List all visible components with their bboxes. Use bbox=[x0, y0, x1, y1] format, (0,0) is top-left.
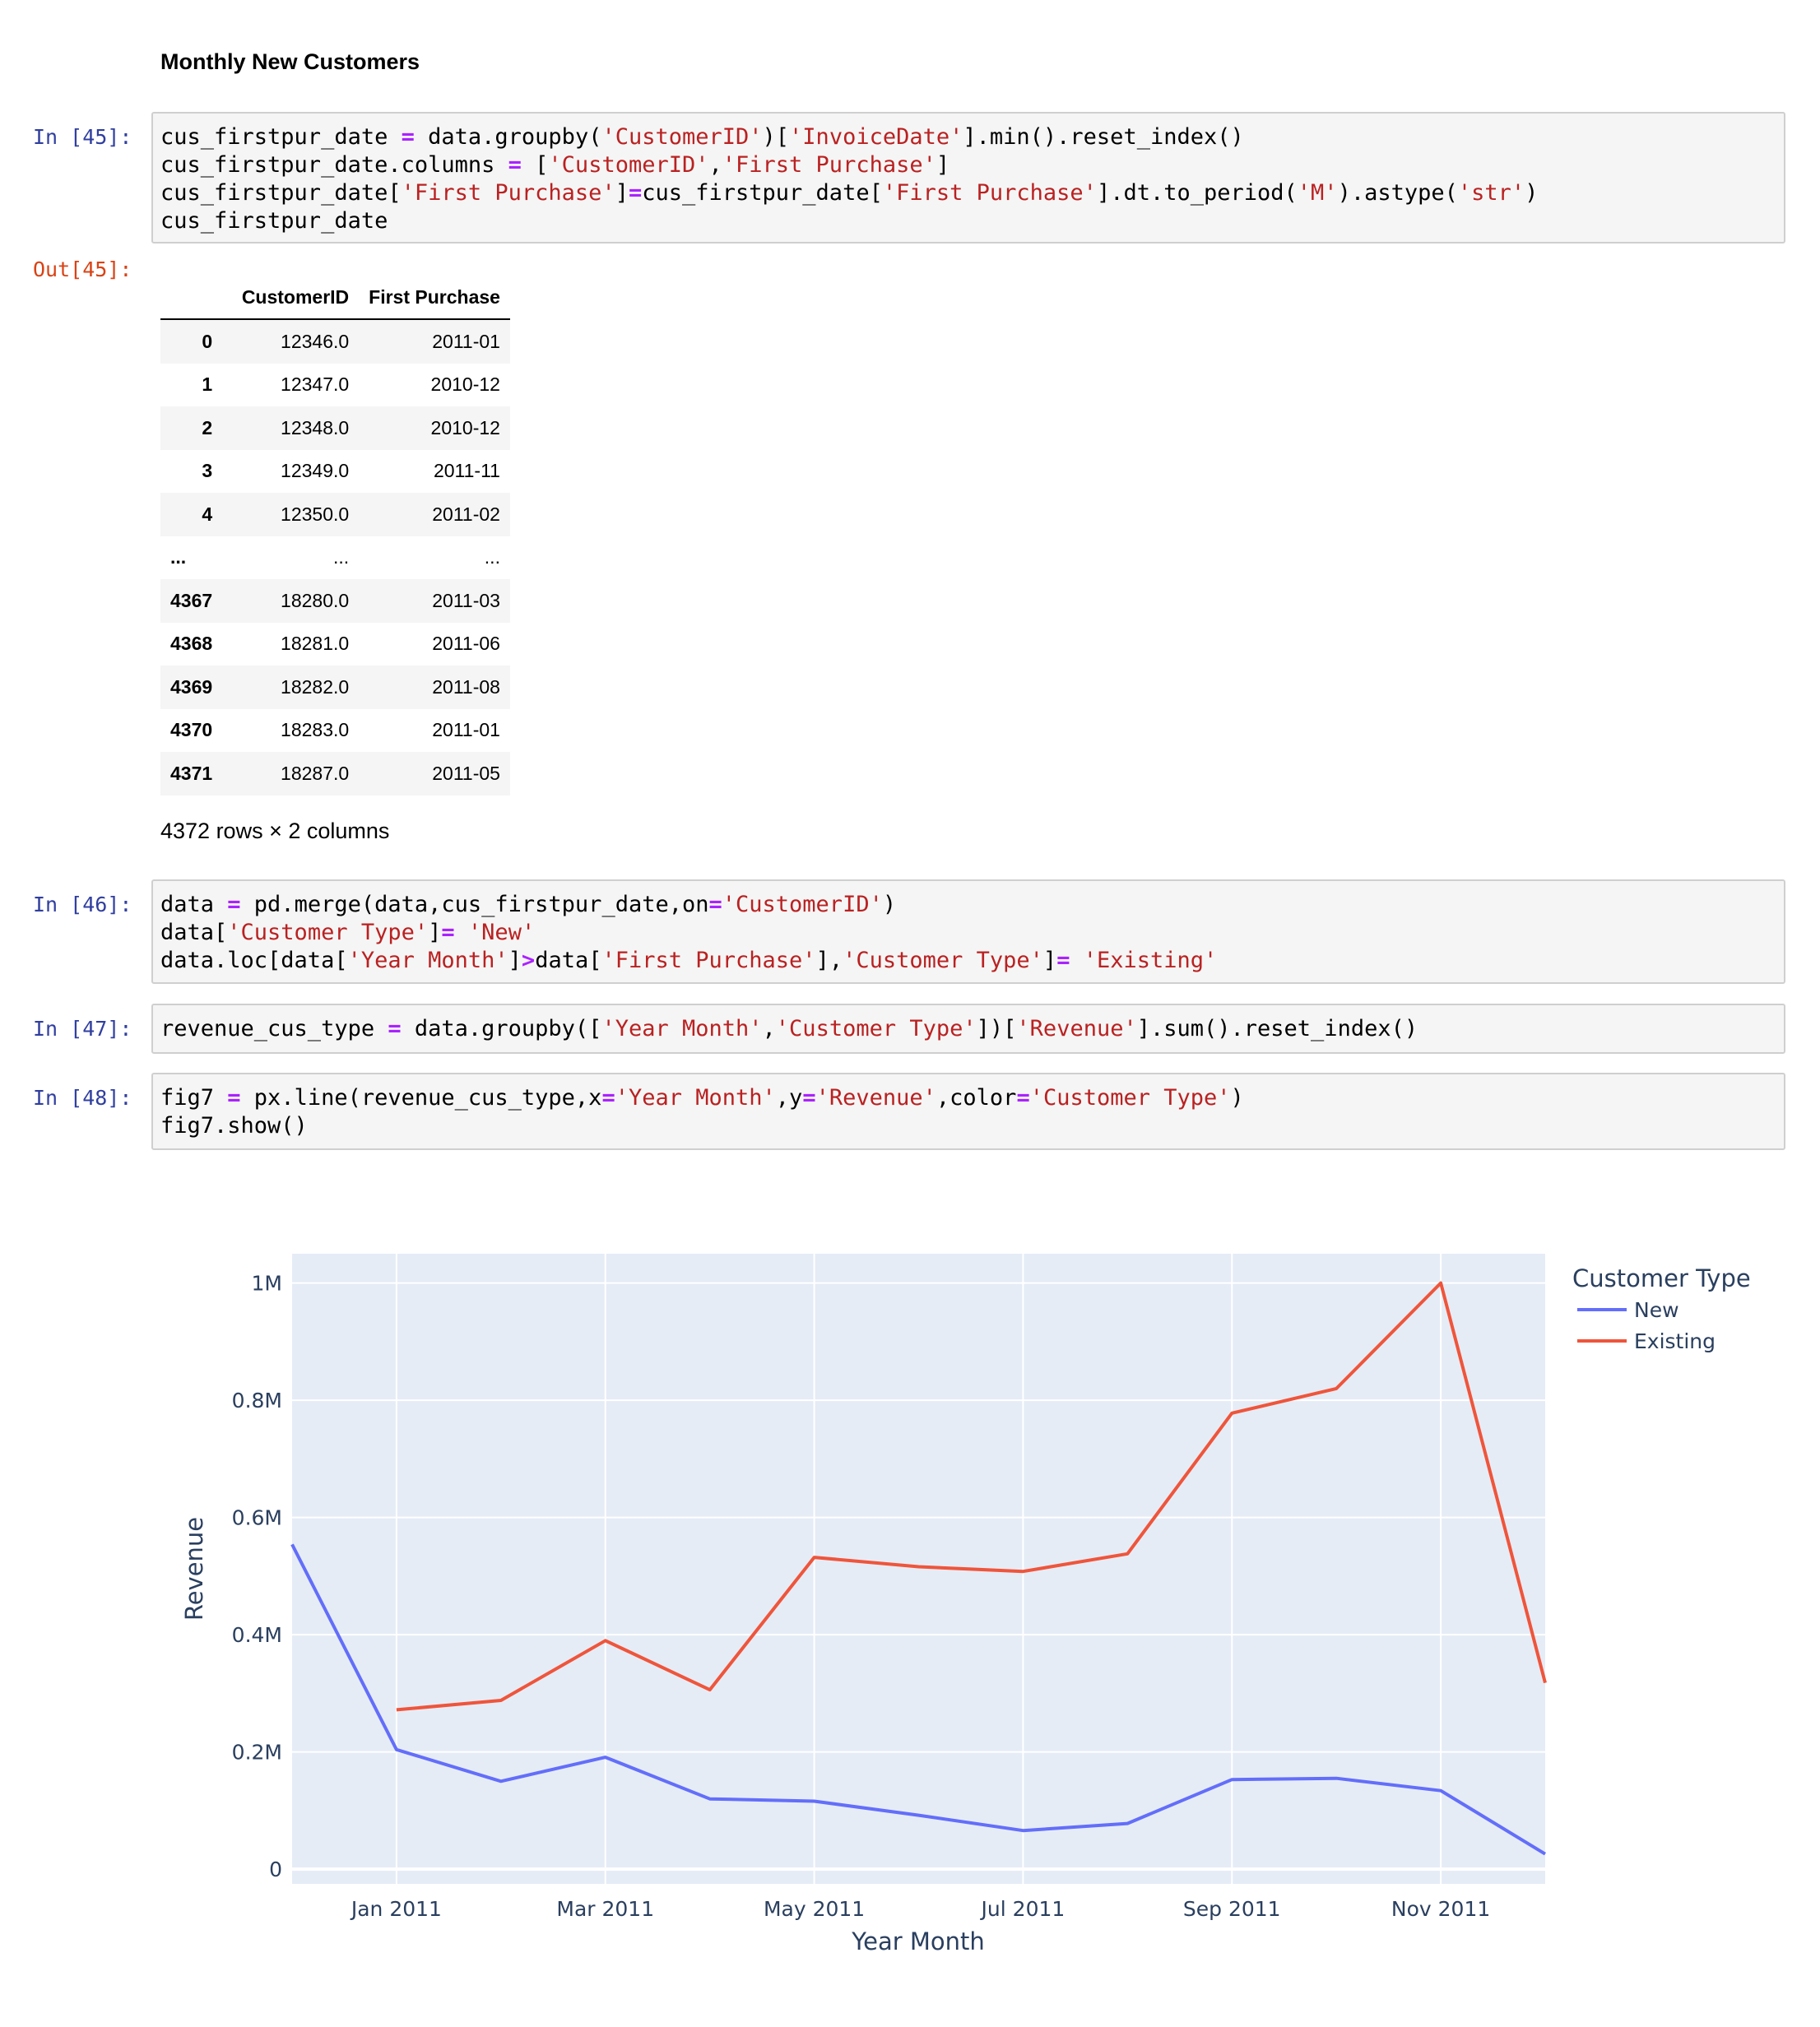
cell-prompt-46: In [46]: bbox=[33, 893, 132, 916]
table-row: 2 12348.0 2010-12 bbox=[160, 406, 510, 450]
table-row: 4369 18282.0 2011-08 bbox=[160, 666, 510, 709]
code-cell-45[interactable]: cus_firstpur_date = data.groupby('Custom… bbox=[151, 112, 1785, 244]
cell-prompt-48: In [48]: bbox=[33, 1086, 132, 1110]
table-cell: 18283.0 bbox=[281, 719, 350, 741]
table-row: 4370 18283.0 2011-01 bbox=[160, 709, 510, 753]
y-tick-label: 0 bbox=[269, 1858, 282, 1881]
table-cell: 2011-01 bbox=[432, 719, 500, 741]
table-row: 1 12347.0 2010-12 bbox=[160, 364, 510, 407]
table-cell: 18282.0 bbox=[281, 675, 350, 698]
x-tick-label: Jul 2011 bbox=[980, 1897, 1066, 1921]
row-index: 2 bbox=[202, 416, 213, 438]
x-tick-label: May 2011 bbox=[764, 1897, 865, 1921]
table-cell: 12347.0 bbox=[281, 373, 350, 396]
y-tick-label: 1M bbox=[252, 1272, 282, 1296]
plot-area[interactable] bbox=[292, 1254, 1545, 1884]
table-header-row: CustomerID First Purchase bbox=[160, 276, 510, 320]
legend-label: New bbox=[1634, 1298, 1679, 1322]
series-line-existing[interactable] bbox=[396, 1281, 1547, 1712]
table-row: 4 12350.0 2011-02 bbox=[160, 493, 510, 536]
legend-title: Customer Type bbox=[1572, 1264, 1751, 1292]
row-index: 4367 bbox=[170, 589, 213, 611]
legend-item-existing[interactable]: Existing bbox=[1577, 1329, 1716, 1353]
table-row: 4368 18281.0 2011-06 bbox=[160, 623, 510, 666]
series-line-new[interactable] bbox=[290, 1543, 1547, 1856]
table-cell: ... bbox=[333, 546, 350, 568]
legend-item-new[interactable]: New bbox=[1577, 1298, 1679, 1322]
table-row: ......... bbox=[160, 536, 510, 580]
table-cell: 18280.0 bbox=[281, 589, 350, 611]
cell-prompt-47: In [47]: bbox=[33, 1017, 132, 1041]
table-cell: 2011-03 bbox=[432, 589, 500, 611]
row-index: ... bbox=[170, 546, 187, 568]
table-cell: ... bbox=[484, 546, 500, 568]
table-row: 4367 18280.0 2011-03 bbox=[160, 579, 510, 623]
table-row: 0 12346.0 2011-01 bbox=[160, 319, 510, 364]
table-cell: 18281.0 bbox=[281, 633, 350, 655]
row-index: 4371 bbox=[170, 762, 213, 784]
table-cell: 12349.0 bbox=[281, 460, 350, 482]
code-text[interactable]: revenue_cus_type = data.groupby(['Year M… bbox=[160, 1016, 1418, 1041]
column-header: CustomerID bbox=[222, 276, 360, 320]
code-cell-47[interactable]: revenue_cus_type = data.groupby(['Year M… bbox=[151, 1004, 1785, 1054]
x-tick-label: Sep 2011 bbox=[1183, 1897, 1281, 1921]
code-text[interactable]: fig7 = px.line(revenue_cus_type,x='Year … bbox=[160, 1085, 1244, 1139]
table-cell: 18287.0 bbox=[281, 762, 350, 784]
x-tick-label: Jan 2011 bbox=[350, 1897, 442, 1921]
dataframe-table: CustomerID First Purchase 0 12346.0 2011-0… bbox=[160, 276, 510, 795]
revenue-line-chart[interactable]: Jan 2011 Mar 2011 May 2011 Jul 2011 Sep 2011… bbox=[0, 1218, 1820, 2027]
column-header: First Purchase bbox=[359, 276, 510, 320]
legend-label: Existing bbox=[1634, 1329, 1716, 1353]
row-index: 1 bbox=[202, 373, 213, 396]
table-cell: 2011-01 bbox=[432, 330, 500, 352]
x-tick-label: Mar 2011 bbox=[556, 1897, 654, 1921]
table-caption: 4372 rows × 2 columns bbox=[160, 819, 390, 843]
row-index: 4 bbox=[202, 503, 213, 525]
y-tick-label: 0.6M bbox=[232, 1506, 282, 1530]
table-cell: 12348.0 bbox=[281, 416, 350, 438]
out-prompt-45: Out[45]: bbox=[33, 257, 132, 281]
row-index: 4368 bbox=[170, 633, 213, 655]
table-cell: 2011-05 bbox=[432, 762, 500, 784]
y-tick-labels: 0 0.2M 0.4M 0.6M 0.8M 1M bbox=[232, 1272, 282, 1882]
table-cell: 2011-02 bbox=[432, 503, 500, 525]
table-cell: 2011-06 bbox=[432, 633, 500, 655]
cell-prompt-45: In [45]: bbox=[33, 125, 132, 149]
table-cell: 12346.0 bbox=[281, 330, 350, 352]
y-tick-label: 0.2M bbox=[232, 1741, 282, 1765]
row-index: 0 bbox=[202, 330, 213, 352]
code-text[interactable]: cus_firstpur_date = data.groupby('Custom… bbox=[160, 124, 1539, 234]
row-index: 4370 bbox=[170, 719, 213, 741]
table-cell: 2010-12 bbox=[430, 416, 500, 438]
y-tick-label: 0.4M bbox=[232, 1623, 282, 1647]
table-row: 4371 18287.0 2011-05 bbox=[160, 752, 510, 795]
row-index: 3 bbox=[202, 460, 213, 482]
table-row: 3 12349.0 2011-11 bbox=[160, 450, 510, 494]
code-text[interactable]: data = pd.merge(data,cus_firstpur_date,o… bbox=[160, 892, 1218, 973]
legend[interactable]: New Existing bbox=[1577, 1298, 1716, 1353]
table-cell: 12350.0 bbox=[281, 503, 350, 525]
table-cell: 2011-08 bbox=[432, 675, 500, 698]
x-tick-label: Nov 2011 bbox=[1391, 1897, 1490, 1921]
x-axis-title: Year Month bbox=[851, 1927, 985, 1955]
code-cell-48[interactable]: fig7 = px.line(revenue_cus_type,x='Year … bbox=[151, 1073, 1785, 1150]
table-cell: 2011-11 bbox=[433, 460, 500, 482]
table-cell: 2010-12 bbox=[430, 373, 500, 396]
gridlines bbox=[292, 1254, 1545, 1884]
x-tick-labels: Jan 2011 Mar 2011 May 2011 Jul 2011 Sep 2011… bbox=[350, 1897, 1490, 1921]
y-tick-label: 0.8M bbox=[232, 1389, 282, 1412]
row-index: 4369 bbox=[170, 675, 213, 698]
section-heading: Monthly New Customers bbox=[160, 49, 420, 74]
code-cell-46[interactable]: data = pd.merge(data,cus_firstpur_date,o… bbox=[151, 879, 1785, 984]
series-lines bbox=[290, 1281, 1547, 1856]
y-axis-title: Revenue bbox=[180, 1517, 208, 1621]
